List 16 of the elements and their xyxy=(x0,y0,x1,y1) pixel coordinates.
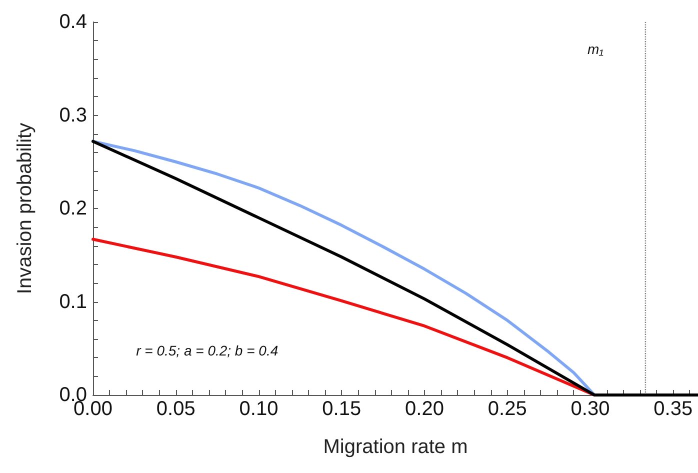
x-tick-label: 0.05 xyxy=(156,398,196,420)
y-tick-label: 0.1 xyxy=(59,290,87,313)
y-tick-label: 0.2 xyxy=(59,198,87,220)
x-tick-label: 0.10 xyxy=(239,398,278,420)
y-axis-title: Invasion probability xyxy=(14,122,36,294)
y-tick-label: 0.3 xyxy=(59,104,87,126)
annotation: r = 0.5; a = 0.2; b = 0.4 xyxy=(136,342,278,359)
x-tick-label: 0.25 xyxy=(488,398,527,420)
line-series xyxy=(92,140,596,396)
x-tick-label: 0.20 xyxy=(405,398,444,420)
y-tick-label: 0.4 xyxy=(59,11,87,33)
x-axis-title: Migration rate m xyxy=(323,436,468,458)
x-tick-label: 0.35 xyxy=(654,398,693,420)
x-tick-label: 0.15 xyxy=(322,398,362,420)
ref-line-label: m₁ xyxy=(587,41,604,57)
x-tick-label: 0.30 xyxy=(570,398,610,420)
